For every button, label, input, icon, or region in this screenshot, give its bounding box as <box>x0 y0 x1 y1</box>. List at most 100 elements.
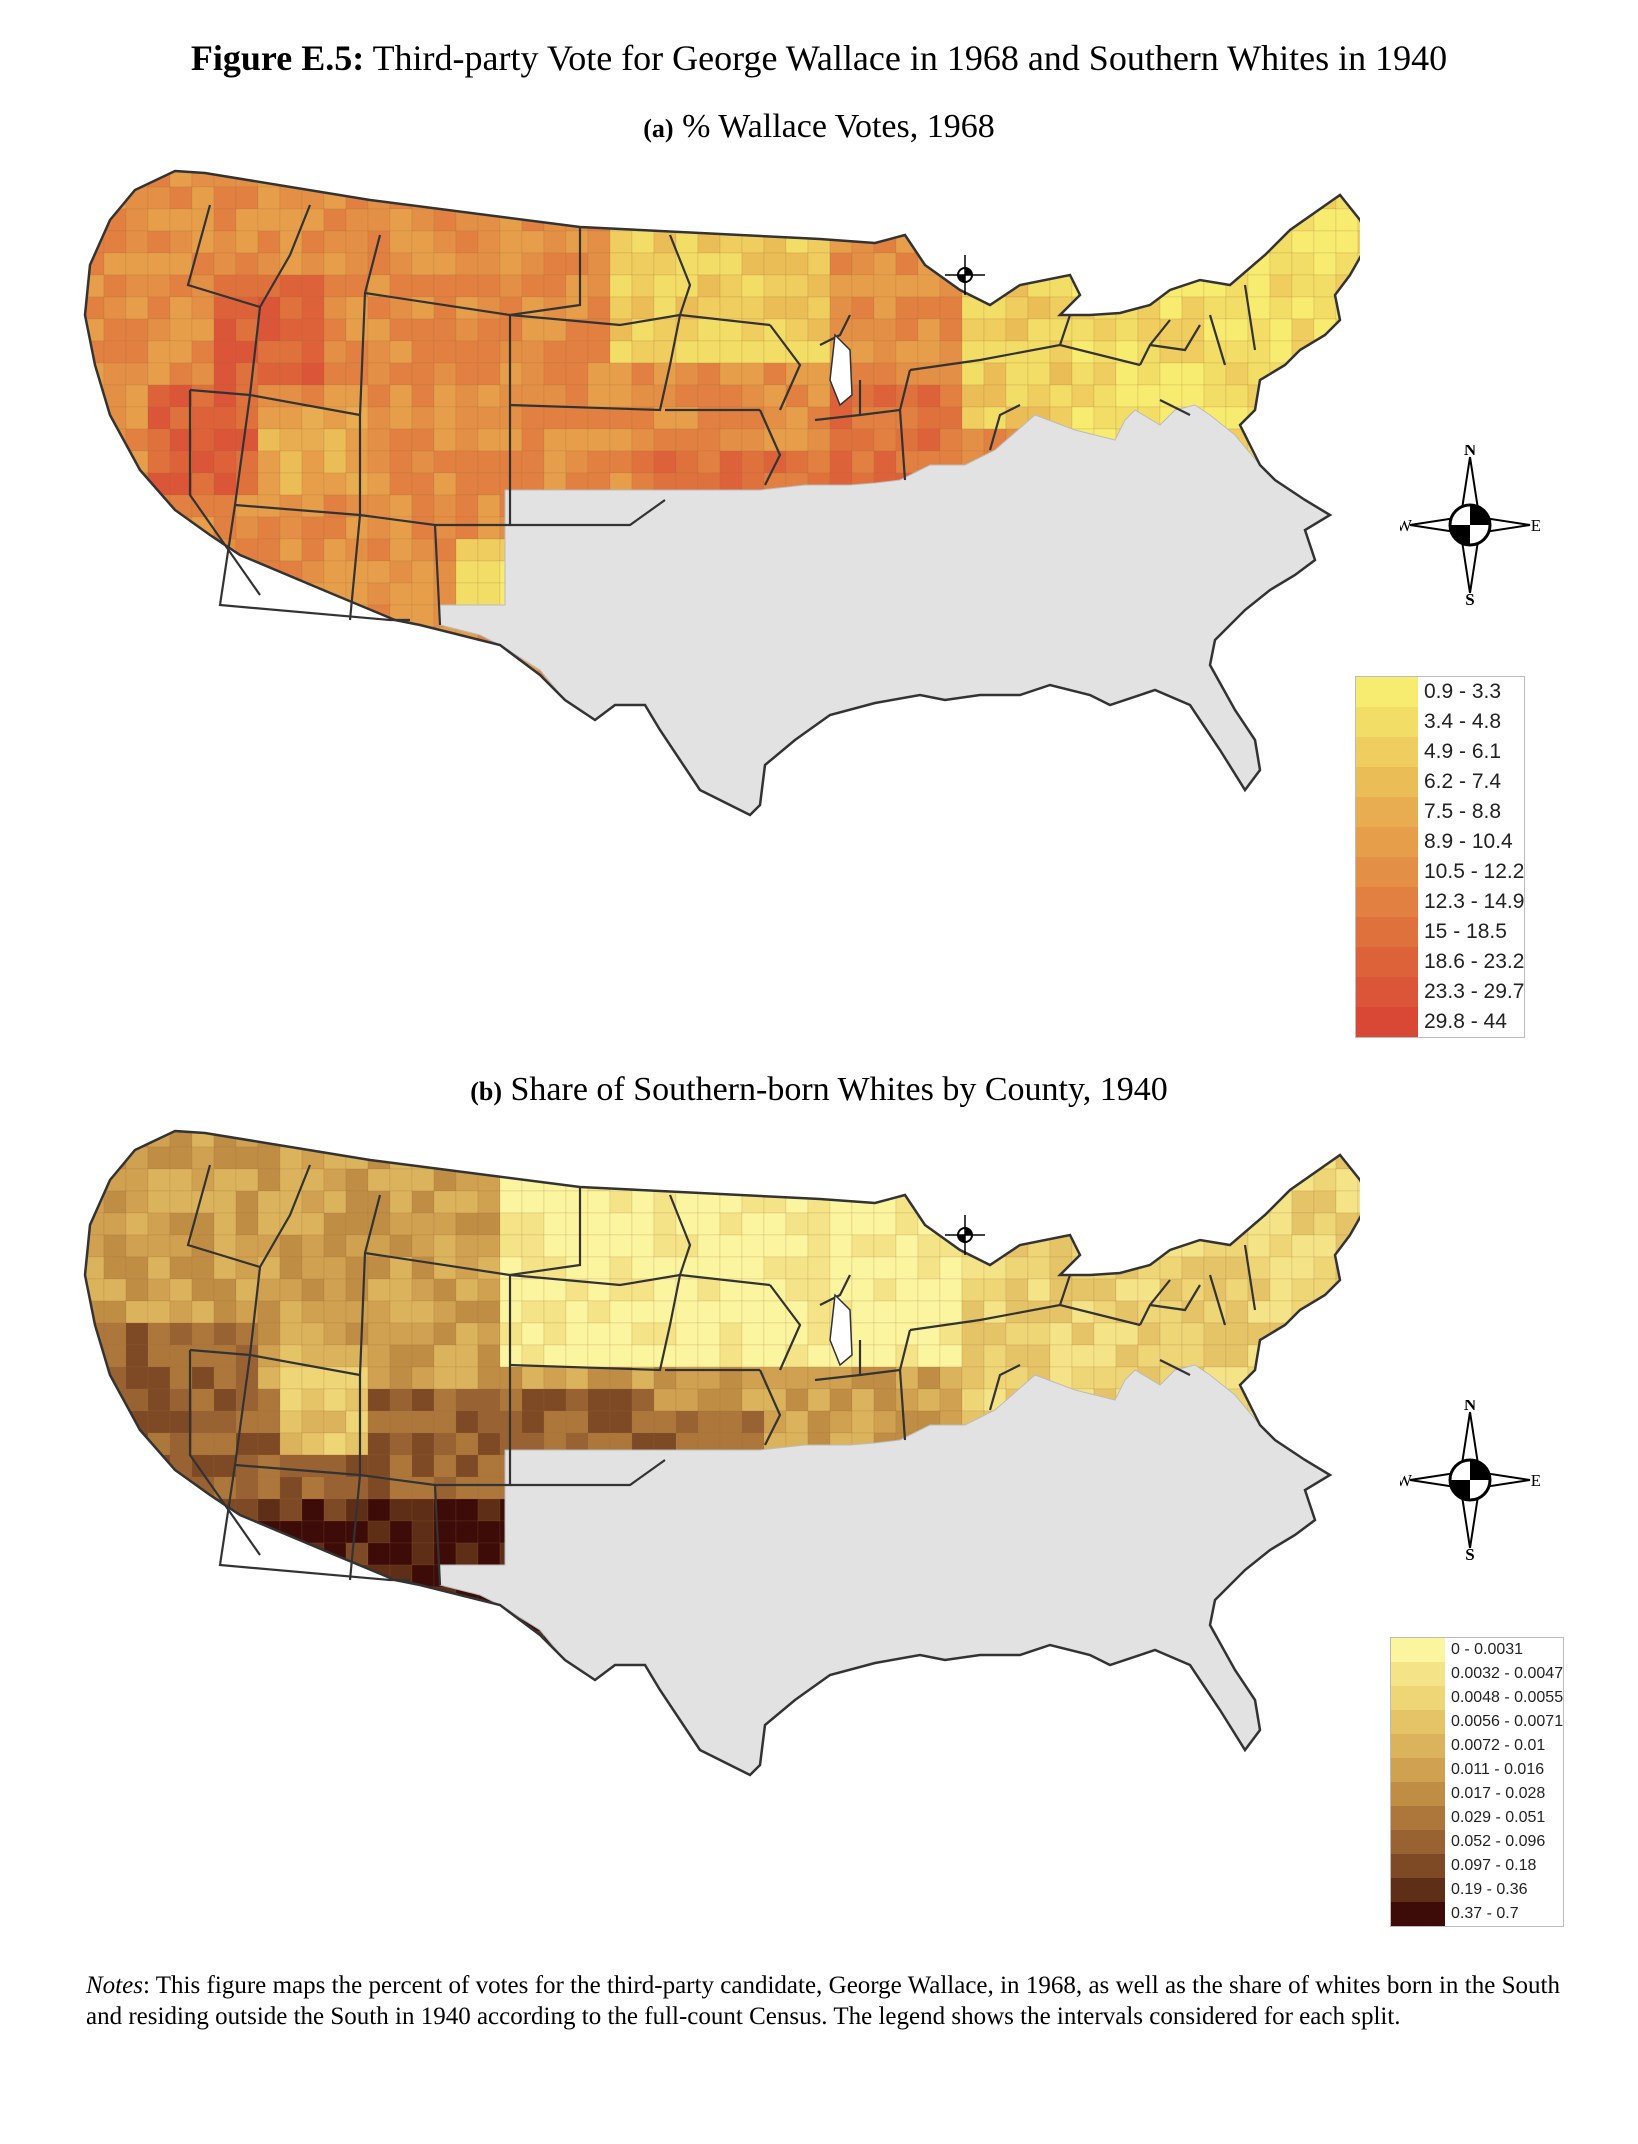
legend-swatch <box>1391 1710 1445 1734</box>
legend-label: 0.19 - 0.36 <box>1451 1881 1528 1898</box>
legend-label: 0.017 - 0.028 <box>1451 1785 1546 1802</box>
legend-item: 4.9 - 6.1 <box>1356 737 1524 767</box>
legend-swatch <box>1391 1662 1445 1686</box>
legend-swatch <box>1391 1686 1445 1710</box>
legend-swatch <box>1356 1007 1418 1037</box>
notes-text: : This figure maps the percent of votes … <box>86 1972 1560 2030</box>
legend-item: 0.0048 - 0.0055 <box>1391 1686 1563 1710</box>
legend-label: 0.097 - 0.18 <box>1451 1857 1537 1874</box>
legend-swatch <box>1356 857 1418 887</box>
legend-label: 0.37 - 0.7 <box>1451 1905 1519 1922</box>
us-outline <box>83 1129 1360 1777</box>
compass-b: N S W E <box>1396 1395 1541 1565</box>
legend-swatch <box>1391 1902 1445 1926</box>
legend-label: 15 - 18.5 <box>1424 920 1507 943</box>
legend-swatch <box>1356 797 1418 827</box>
panel-b-tag: (b) <box>470 1077 502 1106</box>
panel-a-title-text: % Wallace Votes, 1968 <box>682 108 995 145</box>
figure-title: Figure E.5: Third-party Vote for George … <box>0 36 1638 80</box>
legend-label: 7.5 - 8.8 <box>1424 800 1502 823</box>
legend-item: 10.5 - 12.2 <box>1356 857 1524 887</box>
legend-item: 0.017 - 0.028 <box>1391 1782 1563 1806</box>
legend-label: 0.052 - 0.096 <box>1451 1833 1546 1850</box>
legend-item: 0.0072 - 0.01 <box>1391 1734 1563 1758</box>
legend-swatch <box>1391 1878 1445 1902</box>
legend-label: 0.0032 - 0.0047 <box>1451 1665 1564 1682</box>
legend-item: 3.4 - 4.8 <box>1356 707 1524 737</box>
compass-rose-icon <box>1409 1411 1531 1549</box>
compass-b-n: N <box>1464 1400 1477 1414</box>
legend-item: 0.011 - 0.016 <box>1391 1758 1563 1782</box>
legend-swatch <box>1391 1758 1445 1782</box>
legend-swatch <box>1356 947 1418 977</box>
compass-a-s: S <box>1465 590 1474 605</box>
legend-item: 0.9 - 3.3 <box>1356 677 1524 707</box>
legend-item: 15 - 18.5 <box>1356 917 1524 947</box>
legend-label: 12.3 - 14.9 <box>1424 890 1525 913</box>
legend-item: 0.052 - 0.096 <box>1391 1830 1563 1854</box>
legend-item: 0.37 - 0.7 <box>1391 1902 1563 1926</box>
legend-label: 0.9 - 3.3 <box>1424 680 1502 703</box>
legend-swatch <box>1356 827 1418 857</box>
legend-a: 0.9 - 3.3 3.4 - 4.8 4.9 - 6.1 6.2 - 7.4 7.5 … <box>1355 676 1526 1038</box>
legend-item: 0 - 0.0031 <box>1391 1638 1563 1662</box>
legend-label: 3.4 - 4.8 <box>1424 710 1502 733</box>
legend-item: 0.097 - 0.18 <box>1391 1854 1563 1878</box>
legend-swatch <box>1356 887 1418 917</box>
legend-swatch <box>1391 1638 1445 1662</box>
legend-item: 18.6 - 23.2 <box>1356 947 1524 977</box>
legend-b: 0 - 0.0031 0.0032 - 0.0047 0.0048 - 0.0055… <box>1390 1637 1565 1927</box>
lake-michigan <box>829 333 853 407</box>
legend-label: 6.2 - 7.4 <box>1424 770 1502 793</box>
legend-swatch <box>1391 1782 1445 1806</box>
figure-title-text: Third-party Vote for George Wallace in 1… <box>372 38 1448 78</box>
legend-item: 6.2 - 7.4 <box>1356 767 1524 797</box>
state-borders <box>186 1164 1257 1586</box>
map-a <box>60 165 1360 1065</box>
legend-swatch <box>1356 767 1418 797</box>
legend-label: 0.0048 - 0.0055 <box>1451 1689 1564 1706</box>
legend-item: 12.3 - 14.9 <box>1356 887 1524 917</box>
legend-label: 18.6 - 23.2 <box>1424 950 1525 973</box>
compass-rose-icon <box>1409 456 1531 594</box>
legend-swatch <box>1391 1854 1445 1878</box>
legend-label: 0.0056 - 0.0071 <box>1451 1713 1564 1730</box>
panel-a-tag: (a) <box>643 114 674 143</box>
notes: Notes: This figure maps the percent of v… <box>86 1970 1560 2032</box>
legend-item: 8.9 - 10.4 <box>1356 827 1524 857</box>
legend-label: 8.9 - 10.4 <box>1424 830 1513 853</box>
lake-michigan <box>829 1293 853 1367</box>
notes-label: Notes <box>86 1972 143 1999</box>
legend-item: 29.8 - 44 <box>1356 1007 1524 1037</box>
legend-swatch <box>1356 707 1418 737</box>
legend-item: 23.3 - 29.7 <box>1356 977 1524 1007</box>
legend-swatch <box>1391 1734 1445 1758</box>
legend-item: 0.029 - 0.051 <box>1391 1806 1563 1830</box>
panel-b-title: (b) Share of Southern-born Whites by Cou… <box>0 1070 1638 1112</box>
legend-label: 4.9 - 6.1 <box>1424 740 1502 763</box>
legend-label: 23.3 - 29.7 <box>1424 980 1525 1003</box>
legend-item: 0.19 - 0.36 <box>1391 1878 1563 1902</box>
map-a-svg <box>83 169 1360 817</box>
compass-a: N S W E <box>1396 440 1541 610</box>
legend-label: 0.011 - 0.016 <box>1451 1761 1545 1778</box>
legend-item: 0.0056 - 0.0071 <box>1391 1710 1563 1734</box>
us-outline <box>83 169 1360 817</box>
legend-label: 0.029 - 0.051 <box>1451 1809 1546 1826</box>
compass-b-s: S <box>1465 1545 1474 1560</box>
legend-label: 10.5 - 12.2 <box>1424 860 1525 883</box>
compass-b-e: E <box>1531 1471 1540 1490</box>
compass-a-n: N <box>1464 445 1477 459</box>
legend-label: 0.0072 - 0.01 <box>1451 1737 1546 1754</box>
legend-swatch <box>1356 737 1418 767</box>
legend-label: 29.8 - 44 <box>1424 1010 1507 1033</box>
map-b-svg <box>83 1129 1360 1777</box>
legend-swatch <box>1356 677 1418 707</box>
legend-swatch <box>1391 1806 1445 1830</box>
figure-label: Figure E.5: <box>190 38 365 78</box>
map-b <box>60 1125 1360 2025</box>
small-compass-icon <box>945 255 985 295</box>
legend-item: 7.5 - 8.8 <box>1356 797 1524 827</box>
compass-b-w: W <box>1400 1471 1413 1490</box>
panel-a-title: (a) % Wallace Votes, 1968 <box>0 107 1638 149</box>
